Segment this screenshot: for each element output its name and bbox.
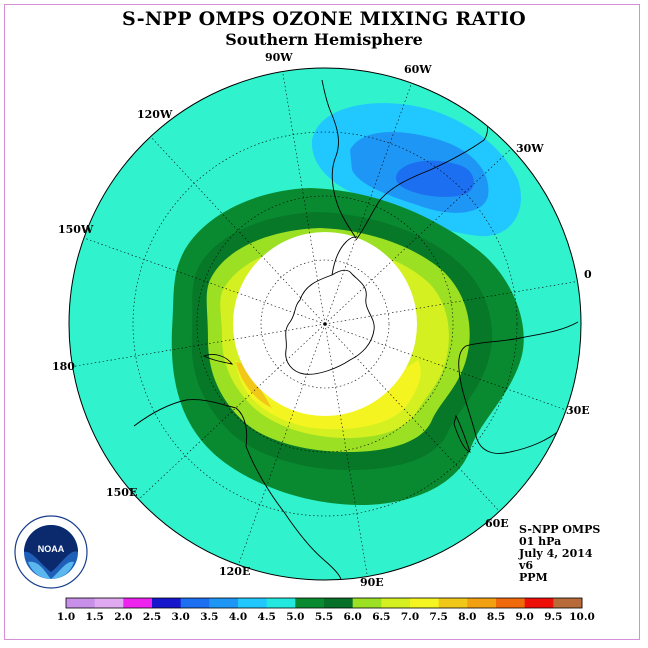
africa-coast xyxy=(458,321,579,454)
label-60w: 60W xyxy=(404,63,432,76)
logo-bird xyxy=(24,525,78,572)
latitude-circle-70s xyxy=(196,195,454,453)
colorbar-tick-label: 6.0 xyxy=(344,611,362,623)
colorbar-tick-label: 10.0 xyxy=(569,611,595,623)
colorbar-swatch xyxy=(410,598,440,608)
colorbar-swatch xyxy=(324,598,354,608)
colorbar-tick-label: 5.5 xyxy=(315,611,333,623)
info-version: v6 xyxy=(519,559,534,572)
colorbar-tick-label: 4.5 xyxy=(258,611,276,623)
info-instrument: S-NPP OMPS xyxy=(519,523,601,536)
colorbar-swatch xyxy=(496,598,526,608)
colorbar-tick-label: 3.5 xyxy=(200,611,218,623)
noaa-logo: NOAA xyxy=(14,515,88,589)
label-30e: 30E xyxy=(566,404,590,417)
colorbar-swatch xyxy=(94,598,124,608)
figure-frame xyxy=(4,4,640,640)
colorbar: 1.0 1.5 2.0 2.5 3.0 3.5 4.0 4.5 5.0 5.5 6.0 6.5 7.0 7… xyxy=(57,597,595,623)
colorbar-swatch xyxy=(553,598,583,608)
colorbar-tick-label: 9.5 xyxy=(544,611,562,623)
label-150w: 150W xyxy=(58,223,94,236)
colorbar-swatch xyxy=(524,598,554,608)
colorbar-tick-label: 8.5 xyxy=(487,611,505,623)
colorbar-swatch xyxy=(209,598,239,608)
meridian-120e xyxy=(237,323,326,567)
colorbar-tick-label: 5.0 xyxy=(286,611,304,623)
info-block: S-NPP OMPS 01 hPa July 4, 2014 v6 PPM xyxy=(519,524,600,584)
colorbar-swatch xyxy=(266,598,296,608)
colorbar-swatch xyxy=(238,598,268,608)
meridian-90w xyxy=(281,68,326,325)
colorbar-swatch xyxy=(352,598,382,608)
coastlines xyxy=(133,79,579,580)
colorbar-frame xyxy=(65,597,583,609)
label-60e: 60E xyxy=(485,517,509,530)
ozone-ring-orange xyxy=(236,362,272,408)
colorbar-tick-label: 4.0 xyxy=(229,611,247,623)
australia-coast xyxy=(133,399,342,580)
logo-water xyxy=(28,561,74,579)
meridian-120w xyxy=(149,135,326,325)
map-boundary xyxy=(68,67,582,581)
colorbar-swatch xyxy=(438,598,468,608)
antarctic-peninsula xyxy=(331,236,357,276)
latitude-circle-80s xyxy=(260,259,390,389)
colorbar-swatch xyxy=(381,598,411,608)
south-america-east-coast xyxy=(355,103,489,241)
colorbar-tick-label: 1.5 xyxy=(86,611,104,623)
meridian-90e xyxy=(324,323,369,580)
colorbar-tick-label: 6.5 xyxy=(372,611,390,623)
south-america-coast xyxy=(321,79,357,239)
colorbar-swatch xyxy=(467,598,497,608)
colorbar-tick-label: 1.0 xyxy=(57,611,75,623)
colorbar-tick-label: 7.5 xyxy=(430,611,448,623)
meridian-30w xyxy=(324,147,513,325)
colorbar-tick-label: 7.0 xyxy=(401,611,419,623)
south-pole-marker xyxy=(323,322,327,326)
label-30w: 30W xyxy=(516,142,544,155)
meridian-60w xyxy=(324,81,413,325)
label-150e: 150E xyxy=(106,486,137,499)
madagascar xyxy=(453,414,471,453)
graticule xyxy=(69,68,581,580)
new-zealand xyxy=(202,353,234,365)
label-120e: 120E xyxy=(219,565,250,578)
colorbar-tick-label: 3.0 xyxy=(172,611,190,623)
colorbar-tick-label: 2.0 xyxy=(114,611,132,623)
colorbar-swatch xyxy=(152,598,182,608)
meridian-60e xyxy=(324,323,501,513)
colorbar-swatch xyxy=(180,598,210,608)
info-units: PPM xyxy=(519,571,548,584)
colorbar-swatch xyxy=(123,598,153,608)
map-subtitle: Southern Hemisphere xyxy=(225,30,423,49)
meridian-150e xyxy=(137,323,326,501)
colorbar-tick-label: 2.5 xyxy=(143,611,161,623)
colorbar-swatch xyxy=(66,598,96,608)
meridian-150w xyxy=(83,237,326,325)
info-pressure: 01 hPa xyxy=(519,535,562,548)
latitude-circle-60s xyxy=(132,131,518,517)
meridian-180 xyxy=(69,323,326,368)
low-ozone-region-core xyxy=(396,160,474,197)
label-0: 0 xyxy=(584,268,592,281)
colorbar-tick-label: 9.0 xyxy=(516,611,534,623)
colorbar-swatch xyxy=(295,598,325,608)
label-180: 180 xyxy=(52,360,75,373)
meridian-0 xyxy=(324,280,581,325)
label-90e: 90E xyxy=(360,576,384,589)
ozone-field xyxy=(69,68,581,580)
logo-text: NOAA xyxy=(38,544,65,554)
antarctica-coast xyxy=(285,269,375,375)
label-120w: 120W xyxy=(137,108,173,121)
colorbar-tick-label: 8.0 xyxy=(458,611,476,623)
info-date: July 4, 2014 xyxy=(519,547,593,560)
meridian-30e xyxy=(324,323,567,411)
label-90w: 90W xyxy=(265,51,293,64)
map-title: S-NPP OMPS OZONE MIXING RATIO xyxy=(121,8,527,30)
